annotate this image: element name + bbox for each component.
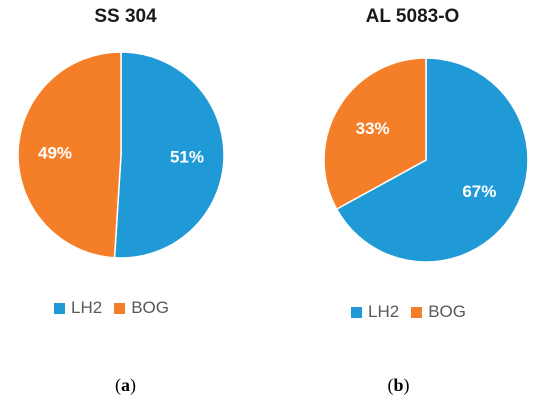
pie-chart-al5083: 67% 33% <box>323 57 529 263</box>
legend-swatch-bog <box>114 302 126 314</box>
legend-item-bog: BOG <box>114 298 169 318</box>
chart-title: SS 304 <box>94 6 157 27</box>
chart-title: AL 5083-O <box>365 6 460 27</box>
panel-label-a: (a) <box>115 375 136 395</box>
chart-panel-b: AL 5083-O 67% 33% LH2 BOG (b) <box>275 0 550 409</box>
legend-item-lh2: LH2 <box>351 302 399 322</box>
legend-label-lh2: LH2 <box>71 298 103 317</box>
legend-item-lh2: LH2 <box>54 298 102 318</box>
pie-slice-bog <box>17 51 122 259</box>
legend-label-lh2: LH2 <box>368 302 400 321</box>
panel-label-b: (b) <box>387 375 410 395</box>
legend-label-bog: BOG <box>131 298 169 317</box>
pie-data-label-lh2: 67% <box>462 182 496 201</box>
chart-legend: LH2 BOG <box>0 298 249 318</box>
legend-swatch-lh2 <box>54 302 65 314</box>
pie-data-label-bog: 33% <box>356 119 390 138</box>
chart-legend: LH2 BOG <box>271 302 546 322</box>
pie-data-label-bog: 49% <box>38 143 72 162</box>
pie-slice-lh2 <box>113 51 225 259</box>
legend-swatch-lh2 <box>351 306 362 318</box>
legend-swatch-bog <box>411 306 423 318</box>
chart-panel-a: SS 304 51% 49% LH2 BOG (a) <box>0 6 249 395</box>
legend-item-bog: BOG <box>411 302 466 322</box>
pie-slice-lh2 <box>335 57 529 263</box>
pie-data-label-lh2: 51% <box>170 148 204 167</box>
legend-label-bog: BOG <box>428 302 466 321</box>
pie-chart-ss304: 51% 49% <box>17 51 225 259</box>
pie-slice-bog <box>323 57 427 211</box>
